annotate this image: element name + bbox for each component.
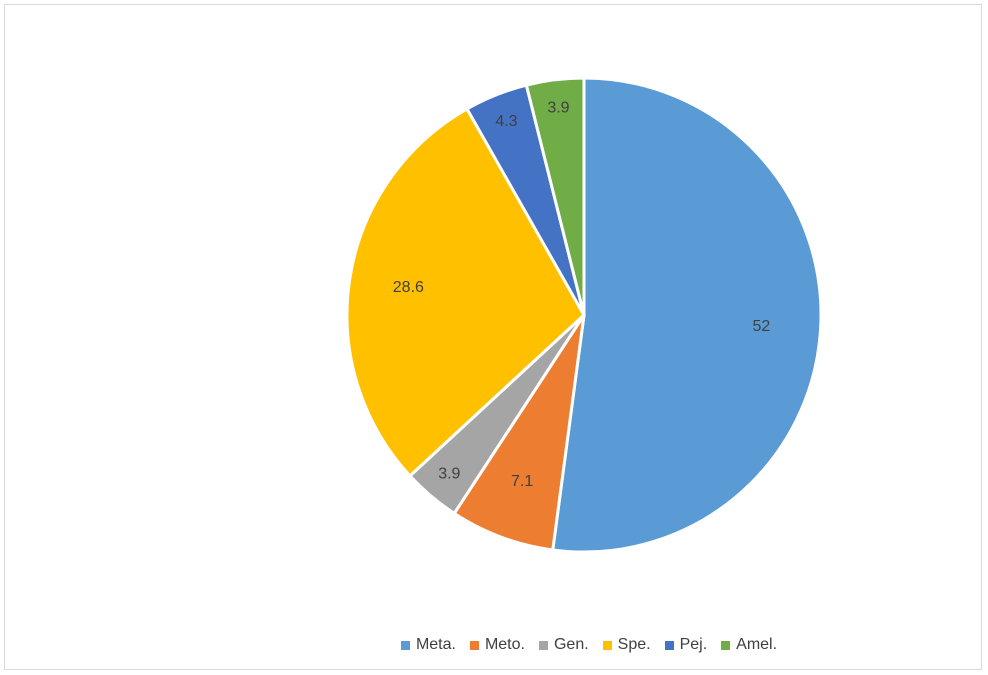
legend-swatch-amel: [721, 640, 731, 650]
data-label-amel: 3.9: [547, 100, 569, 117]
legend-label-gen: Gen.: [553, 636, 589, 653]
pie-chart: 52 7.1 3.9 28.6 4.3 3.9: [345, 76, 823, 554]
data-label-meto: 7.1: [511, 473, 533, 490]
legend: Meta. Meto. Gen. Spe. Pej. Amel.: [5, 632, 983, 658]
data-label-pej: 4.3: [495, 113, 517, 130]
legend-item-meto: Meto.: [469, 636, 525, 654]
pie-data-labels: 52 7.1 3.9 28.6 4.3 3.9: [393, 100, 771, 491]
pie-slice-meta: [551, 76, 823, 554]
legend-label-pej: Pej.: [679, 636, 708, 653]
pie-slice-spe: [345, 106, 586, 478]
legend-swatch-meta: [400, 640, 410, 650]
legend-item-pej: Pej.: [664, 636, 708, 654]
legend-label-amel: Amel.: [736, 636, 778, 653]
pie-slices: [345, 76, 823, 554]
legend-label-meto: Meto.: [484, 636, 525, 653]
legend-label-meta: Meta.: [415, 636, 456, 653]
chart-area: 52 7.1 3.9 28.6 4.3 3.9 Meta. Meto. Gen. Spe.…: [4, 4, 982, 670]
pie-slice-meto: [452, 314, 586, 552]
legend-item-gen: Gen.: [538, 636, 589, 654]
pie-slice-amel: [524, 76, 586, 316]
legend-swatch-spe: [602, 640, 612, 650]
legend-swatch-pej: [664, 640, 674, 650]
data-label-gen: 3.9: [438, 466, 460, 483]
data-label-meta: 52: [752, 318, 770, 335]
legend-swatch-gen: [538, 640, 548, 650]
legend-swatch-meto: [469, 640, 479, 650]
legend-item-amel: Amel.: [721, 636, 777, 654]
legend-label-spe: Spe.: [617, 636, 651, 653]
legend-item-meta: Meta.: [400, 636, 456, 654]
legend-item-spe: Spe.: [602, 636, 651, 654]
data-label-spe: 28.6: [393, 279, 424, 296]
